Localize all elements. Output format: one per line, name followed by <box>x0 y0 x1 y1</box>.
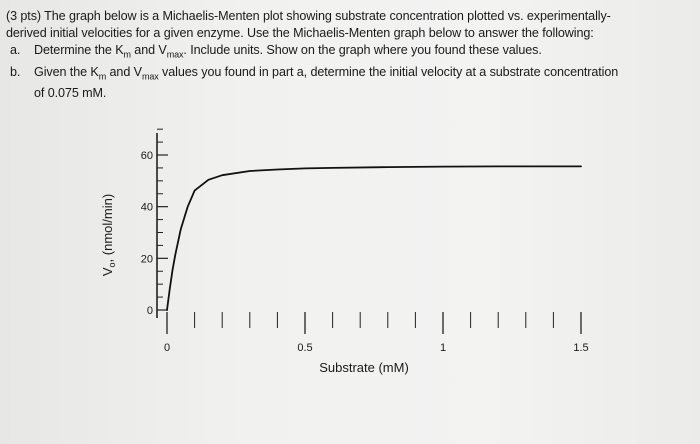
x-axis-label: Substrate (mM) <box>319 360 409 375</box>
x-tick-label: 0 <box>164 342 170 354</box>
part-a-text-1: Determine the K <box>34 43 124 57</box>
series-group <box>166 165 582 311</box>
part-b-letter: b. <box>10 64 21 79</box>
part-b-km-subscript: m <box>98 71 107 82</box>
part-b-text-3: values you found in part a, determine th… <box>158 64 619 79</box>
y-axis: 0 20 40 60 <box>141 128 168 318</box>
part-a-text-3: . Include units. Show on the graph where… <box>183 43 542 57</box>
part-a-km-subscript: m <box>123 49 132 60</box>
part-a-vmax-subscript: max <box>166 49 184 60</box>
series-line <box>166 165 582 311</box>
y-tick-label: 20 <box>141 253 153 265</box>
part-b-text-2: and V <box>106 64 143 79</box>
x-axis: 0 0.5 1 1.5 <box>164 312 589 354</box>
x-tick-label: 1.5 <box>573 342 588 354</box>
question-text: (3 pts) The graph below is a Michaelis-M… <box>6 8 696 102</box>
part-b-vmax-subscript: max <box>141 71 159 82</box>
x-tick-label: 1 <box>440 342 446 354</box>
question-part-b: b. Given the Km and Vmax values you found… <box>6 64 696 86</box>
part-a-letter: a. <box>10 43 21 57</box>
question-part-a: a. Determine the Km and Vmax. Include uni… <box>6 42 696 64</box>
y-axis-label: Vo, (nmol/min) <box>100 194 117 276</box>
x-tick-label: 0.5 <box>297 342 312 354</box>
y-tick-label: 60 <box>141 150 153 162</box>
part-b-line-2: of 0.075 mM. <box>34 86 107 101</box>
question-intro-line-2: derived initial velocities for a given e… <box>6 26 594 40</box>
y-tick-label: 40 <box>141 202 153 214</box>
part-b-text-1: Given the K <box>34 64 99 79</box>
y-tick-label: 0 <box>147 305 153 317</box>
part-a-text-2: and V <box>130 43 167 57</box>
question-intro-line-1: (3 pts) The graph below is a Michaelis-M… <box>6 9 611 23</box>
